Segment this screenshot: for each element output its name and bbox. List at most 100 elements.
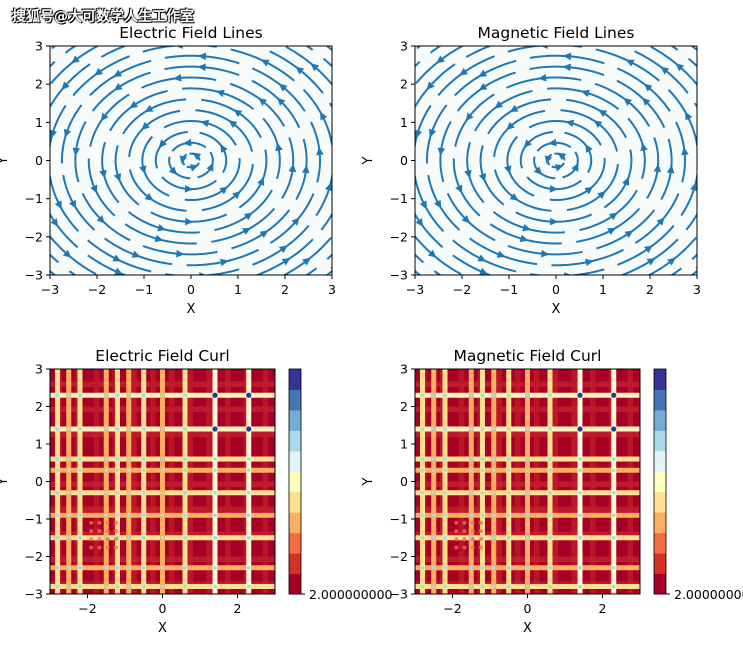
- heatmap-point: [104, 490, 109, 495]
- heatmap-col-line: [480, 369, 485, 594]
- stream-arrow: [288, 163, 297, 173]
- colorbar-segment: [654, 553, 666, 575]
- heatmap-point: [578, 457, 582, 461]
- heatmap-point: [114, 529, 118, 533]
- stream-arrow: [206, 162, 214, 172]
- stream-arrow: [540, 46, 548, 49]
- stream-arrow: [201, 283, 209, 291]
- stream-arrow: [94, 67, 103, 76]
- streamline: [558, 284, 630, 298]
- heatmap-point: [160, 393, 165, 398]
- heatmap-point: [105, 520, 110, 525]
- heatmap-point: [506, 393, 511, 398]
- heatmap-col-line: [506, 369, 512, 594]
- heatmap-point: [491, 468, 496, 473]
- heatmap-point: [55, 565, 60, 570]
- heatmap-col-line: [577, 369, 583, 594]
- heatmap-point: [443, 490, 447, 495]
- heatmap-point: [105, 529, 110, 533]
- stream-arrow: [340, 127, 347, 136]
- stream-arrow: [522, 223, 532, 232]
- y-tick-label: 0: [400, 474, 408, 489]
- heatmap-point: [66, 565, 71, 570]
- heatmap-point: [611, 584, 616, 589]
- heatmap-point: [78, 535, 82, 540]
- heatmap-point: [431, 535, 436, 540]
- y-tick-label: −3: [25, 268, 43, 283]
- heatmap-point: [611, 457, 616, 461]
- heatmap-point: [78, 457, 82, 461]
- heatmap-point: [66, 393, 71, 398]
- heatmap-point: [160, 490, 165, 495]
- subplot-2: −3 −2 −1 0 1 2 3 −3 −2 −1 0 1 2 3 X Y Magnetic Field Lin…: [361, 12, 701, 317]
- x-tick-label: −2: [453, 282, 471, 297]
- colorbar-segment: [654, 450, 666, 472]
- heatmap-point: [78, 427, 82, 431]
- heatmap-point: [213, 468, 217, 473]
- streamline: [343, 101, 360, 159]
- stream-arrow: [281, 257, 291, 266]
- x-tick-label: 3: [328, 282, 336, 297]
- y-tick-label: −1: [25, 191, 43, 206]
- stream-arrow: [197, 63, 206, 72]
- heatmap-point: [479, 537, 483, 542]
- stream-arrow: [112, 254, 122, 262]
- heatmap-point: [66, 457, 71, 461]
- stream-arrow: [166, 0, 174, 6]
- stream-arrow: [415, 129, 422, 139]
- heatmap-point: [104, 513, 109, 518]
- x-tick-label: −1: [500, 282, 518, 297]
- heatmap-stripe: [627, 369, 634, 594]
- stream-arrow: [557, 152, 567, 161]
- colorbar-segment: [289, 389, 301, 411]
- stream-arrow: [597, 190, 606, 200]
- y-tick-label: 3: [400, 362, 408, 377]
- colorbar-segment: [654, 532, 666, 554]
- stream-arrow: [624, 230, 634, 239]
- heatmap-col-line: [468, 369, 474, 594]
- heatmap-point: [114, 545, 118, 550]
- heatmap-point: [578, 468, 582, 473]
- stream-arrow: [496, 250, 506, 258]
- x-tick-label: 0: [159, 601, 167, 616]
- stream-arrow: [302, 257, 311, 266]
- colorbar-segment: [654, 430, 666, 452]
- stream-arrow: [141, 121, 150, 131]
- stream-arrow: [478, 173, 487, 182]
- heatmap-point: [491, 427, 496, 431]
- heatmap-point: [183, 393, 187, 398]
- heatmap-point: [141, 427, 146, 431]
- heatmap-point: [246, 513, 251, 518]
- subplot-1: −3 −2 −1 0 1 2 3 −3 −2 −1 0 1 2 3 X Y Electric Field Lin…: [0, 0, 360, 322]
- stream-arrow: [160, 314, 168, 322]
- stream-arrow: [566, 283, 574, 291]
- heatmap-point: [469, 468, 474, 473]
- stream-arrow: [276, 29, 285, 36]
- stream-arrow: [675, 63, 685, 72]
- stream-arrow: [584, 186, 594, 195]
- heatmap-point: [525, 490, 530, 495]
- stream-arrow: [455, 184, 463, 194]
- heatmap-point: [420, 584, 425, 589]
- heatmap-point: [78, 393, 82, 398]
- streamline: [514, 12, 594, 16]
- heatmap-point: [420, 490, 425, 495]
- x-tick-label: 1: [234, 282, 242, 297]
- heatmap-point: [431, 490, 436, 495]
- x-tick-label: −3: [41, 282, 59, 297]
- heatmap-point: [506, 427, 511, 431]
- x-axis-label: X: [158, 621, 167, 636]
- stream-arrow: [580, 89, 590, 98]
- streamline: [100, 46, 128, 58]
- heatmap-point: [479, 529, 483, 533]
- heatmap-point: [126, 393, 131, 398]
- stream-arrow: [656, 217, 665, 226]
- heatmap-point: [183, 565, 187, 570]
- stream-arrow: [114, 267, 124, 275]
- heatmap-point: [443, 565, 447, 570]
- heatmap-point: [491, 513, 496, 518]
- y-tick-label: −2: [390, 229, 408, 244]
- heatmap-stripe: [571, 369, 577, 594]
- colorbar-segment: [289, 471, 301, 493]
- stream-arrow: [131, 250, 141, 258]
